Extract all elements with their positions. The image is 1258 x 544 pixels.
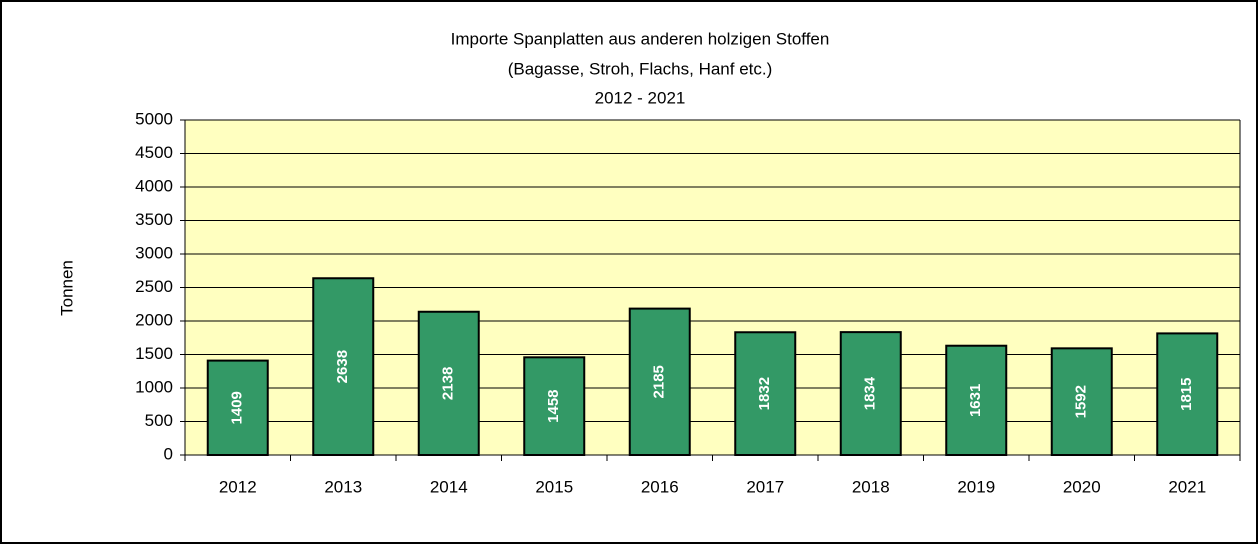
y-tick-label: 3500 — [135, 210, 173, 229]
y-tick-label: 1500 — [135, 344, 173, 363]
y-tick-label: 2000 — [135, 310, 173, 329]
x-tick-label: 2021 — [1168, 477, 1206, 496]
x-tick-label: 2012 — [219, 477, 257, 496]
x-tick-label: 2014 — [430, 477, 468, 496]
y-tick-label: 0 — [164, 444, 173, 463]
bar — [312, 277, 375, 456]
y-tick-label: 2500 — [135, 277, 173, 296]
data-label: 1458 — [545, 389, 562, 422]
bar — [1050, 347, 1113, 456]
x-tick-label: 2020 — [1063, 477, 1101, 496]
chart-title: (Bagasse, Stroh, Flachs, Hanf etc.) — [508, 59, 773, 78]
x-tick-label: 2015 — [535, 477, 573, 496]
data-label: 1592 — [1073, 385, 1090, 418]
data-label: 1409 — [229, 391, 246, 424]
bar — [1156, 332, 1219, 456]
data-label: 2185 — [651, 365, 668, 398]
y-tick-label: 5000 — [135, 109, 173, 128]
x-tick-label: 2013 — [324, 477, 362, 496]
data-label: 1631 — [967, 384, 984, 417]
y-tick-label: 3000 — [135, 243, 173, 262]
bar — [628, 307, 691, 457]
y-tick-label: 4000 — [135, 176, 173, 195]
y-axis-label: Tonnen — [57, 260, 76, 316]
y-tick-label: 4500 — [135, 143, 173, 162]
data-label: 1815 — [1178, 378, 1195, 411]
bar — [417, 310, 480, 456]
x-tick-label: 2019 — [957, 477, 995, 496]
x-tick-label: 2016 — [641, 477, 679, 496]
x-tick-label: 2017 — [746, 477, 784, 496]
data-label: 2638 — [334, 350, 351, 383]
chart-title: Importe Spanplatten aus anderen holzigen… — [451, 29, 830, 48]
data-label: 1832 — [756, 377, 773, 410]
chart-title: 2012 - 2021 — [595, 88, 686, 107]
x-tick-label: 2018 — [852, 477, 890, 496]
data-label: 1834 — [862, 376, 879, 410]
data-label: 2138 — [440, 367, 457, 400]
y-tick-label: 1000 — [135, 377, 173, 396]
y-tick-label: 500 — [145, 411, 173, 430]
